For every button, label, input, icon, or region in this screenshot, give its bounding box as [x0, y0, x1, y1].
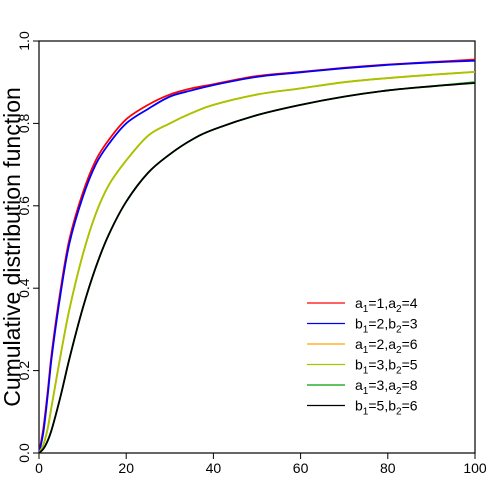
- legend-label: b1=3,b2=5: [355, 357, 418, 377]
- legend-subscript: 1: [363, 407, 369, 418]
- legend-text: =6: [402, 398, 418, 414]
- x-tick-label: 100: [463, 460, 487, 476]
- legend-text: b: [355, 398, 363, 414]
- legend-subscript: 2: [396, 407, 402, 418]
- legend-text: a: [388, 377, 396, 393]
- series-lines: [38, 58, 476, 454]
- series-line-1: [38, 59, 476, 454]
- legend-text: a: [388, 295, 396, 311]
- legend-subscript: 2: [396, 386, 402, 397]
- y-tick-label: 0.0: [16, 443, 32, 463]
- legend-text: =3,: [368, 377, 388, 393]
- legend-text: =5: [402, 357, 418, 373]
- legend-text: =3: [402, 316, 418, 332]
- legend-text: =6: [402, 336, 418, 352]
- legend-item: b1=5,b2=6: [307, 398, 418, 418]
- legend-text: =5,: [368, 398, 388, 414]
- y-tick-label: 0.8: [16, 113, 32, 133]
- legend-item: a1=2,a2=6: [307, 336, 418, 356]
- x-tick-label: 20: [118, 460, 134, 476]
- y-tick-label: 0.4: [16, 278, 32, 298]
- legend-text: =1,: [368, 295, 388, 311]
- legend-subscript: 2: [396, 325, 402, 336]
- legend-subscript: 2: [396, 345, 402, 356]
- y-tick-label: 1.0: [16, 31, 32, 51]
- x-tick-label: 60: [293, 460, 309, 476]
- legend-text: b: [355, 316, 363, 332]
- x-tick-label: 40: [206, 460, 222, 476]
- legend-text: =3,: [368, 357, 388, 373]
- legend-subscript: 1: [363, 325, 369, 336]
- legend-text: =2,: [368, 336, 388, 352]
- y-axis-label: Cumulative distribution function: [0, 87, 25, 407]
- legend-label: a1=2,a2=6: [355, 336, 418, 356]
- legend-label: b1=5,b2=6: [355, 398, 418, 418]
- legend-text: a: [355, 377, 363, 393]
- legend-item: b1=2,b2=3: [307, 316, 418, 336]
- series-line-3: [38, 71, 476, 454]
- legend-text: =8: [402, 377, 418, 393]
- legend-text: b: [355, 357, 363, 373]
- legend: a1=1,a2=4b1=2,b2=3a1=2,a2=6b1=3,b2=5a1=3…: [307, 295, 418, 418]
- x-tick-label: 80: [380, 460, 396, 476]
- series-line-2: [38, 71, 476, 454]
- legend-item: b1=3,b2=5: [307, 357, 418, 377]
- legend-text: =2,: [368, 316, 388, 332]
- y-axis: 0.0 0.2 0.4 0.6 0.8 1.0: [16, 31, 39, 463]
- series-line-5: [38, 82, 476, 454]
- x-axis: 0 20 40 60 80 100: [35, 453, 487, 476]
- legend-label: a1=1,a2=4: [355, 295, 418, 315]
- legend-label: a1=3,a2=8: [355, 377, 418, 397]
- legend-label: b1=2,b2=3: [355, 316, 418, 336]
- legend-item: a1=3,a2=8: [307, 377, 418, 397]
- legend-subscript: 2: [396, 366, 402, 377]
- legend-text: b: [388, 357, 396, 373]
- legend-text: b: [388, 316, 396, 332]
- plot-frame: [38, 40, 476, 454]
- legend-subscript: 1: [363, 366, 369, 377]
- legend-subscript: 1: [363, 345, 369, 356]
- series-line-0: [38, 58, 476, 454]
- legend-text: a: [388, 336, 396, 352]
- legend-subscript: 1: [363, 304, 369, 315]
- y-tick-label: 0.6: [16, 196, 32, 216]
- legend-subscript: 2: [396, 304, 402, 315]
- x-tick-label: 0: [35, 460, 43, 476]
- legend-item: a1=1,a2=4: [307, 295, 418, 315]
- y-tick-label: 0.2: [16, 361, 32, 381]
- legend-text: =4: [402, 295, 418, 311]
- legend-text: a: [355, 295, 363, 311]
- legend-text: a: [355, 336, 363, 352]
- legend-text: b: [388, 398, 396, 414]
- legend-subscript: 1: [363, 386, 369, 397]
